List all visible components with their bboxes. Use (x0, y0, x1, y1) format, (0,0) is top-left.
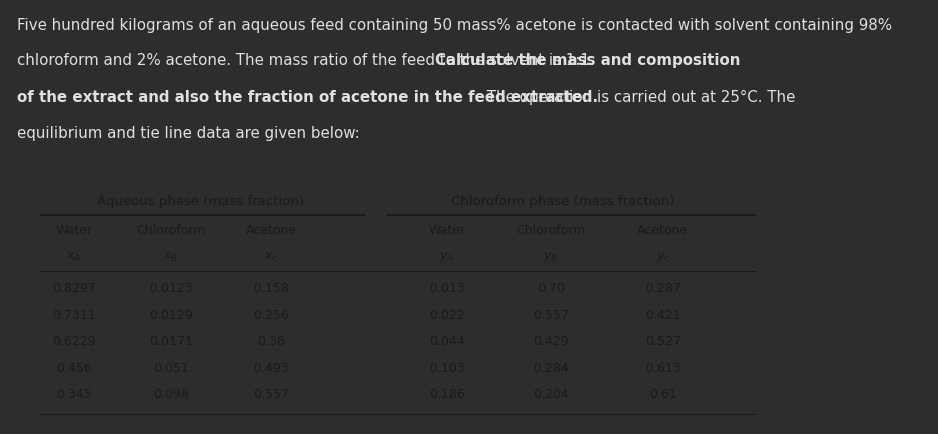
Text: 0.186: 0.186 (429, 388, 464, 401)
Text: $x_B$: $x_B$ (163, 250, 178, 263)
Text: 0.158: 0.158 (253, 283, 289, 296)
Text: 0.044: 0.044 (429, 335, 464, 349)
Text: Acetone: Acetone (246, 224, 297, 237)
Text: of the extract and also the fraction of acetone in the feed extracted.: of the extract and also the fraction of … (17, 90, 598, 105)
Text: 0.421: 0.421 (645, 309, 681, 322)
Text: Chloroform phase (mass fraction): Chloroform phase (mass fraction) (450, 195, 673, 208)
Text: 0.613: 0.613 (645, 362, 681, 375)
Text: Calculate the mass and composition: Calculate the mass and composition (434, 53, 740, 68)
Text: 0.429: 0.429 (533, 335, 568, 349)
Text: Chloroform: Chloroform (516, 224, 585, 237)
Text: 0.284: 0.284 (533, 362, 569, 375)
Text: 0.287: 0.287 (645, 283, 681, 296)
Text: $y_A$: $y_A$ (439, 250, 454, 264)
Text: 0.204: 0.204 (533, 388, 569, 401)
Text: 0.7311: 0.7311 (52, 309, 96, 322)
Text: 0.36: 0.36 (258, 335, 285, 349)
Text: Acetone: Acetone (637, 224, 688, 237)
Text: Chloroform: Chloroform (136, 224, 205, 237)
Text: chloroform and 2% acetone. The mass ratio of the feed to the solvent is 1:1.: chloroform and 2% acetone. The mass rati… (17, 53, 599, 68)
Text: 0.013: 0.013 (429, 283, 464, 296)
Text: $y_B$: $y_B$ (543, 250, 559, 264)
Text: Five hundred kilograms of an aqueous feed containing 50 mass% acetone is contact: Five hundred kilograms of an aqueous fee… (17, 18, 892, 33)
Text: 0.493: 0.493 (253, 362, 289, 375)
Text: 0.557: 0.557 (533, 309, 569, 322)
Text: 0.6229: 0.6229 (52, 335, 96, 349)
Text: equilibrium and tie line data are given below:: equilibrium and tie line data are given … (17, 126, 359, 141)
Text: Water: Water (55, 224, 92, 237)
Text: $x_A$: $x_A$ (67, 250, 82, 263)
Text: $y_c$: $y_c$ (656, 250, 670, 264)
Text: 0.022: 0.022 (429, 309, 464, 322)
Text: 0.61: 0.61 (649, 388, 677, 401)
Text: 0.8297: 0.8297 (52, 283, 96, 296)
Text: 0.256: 0.256 (253, 309, 289, 322)
Text: 0.051: 0.051 (153, 362, 189, 375)
Text: 0.0171: 0.0171 (149, 335, 192, 349)
Text: 0.345: 0.345 (56, 388, 92, 401)
Text: 0.103: 0.103 (429, 362, 464, 375)
Text: 0.098: 0.098 (153, 388, 189, 401)
Text: The operation is carried out at 25°C. The: The operation is carried out at 25°C. Th… (481, 90, 795, 105)
Text: $x_c$: $x_c$ (265, 250, 279, 263)
Text: 0.0129: 0.0129 (149, 309, 192, 322)
Text: 0.527: 0.527 (645, 335, 681, 349)
Text: Aqueous phase (mass fraction): Aqueous phase (mass fraction) (97, 195, 304, 208)
Text: 0.70: 0.70 (537, 283, 565, 296)
Text: Water: Water (428, 224, 465, 237)
Text: 0.557: 0.557 (253, 388, 290, 401)
Text: 0.0123: 0.0123 (149, 283, 192, 296)
Text: 0.456: 0.456 (56, 362, 92, 375)
